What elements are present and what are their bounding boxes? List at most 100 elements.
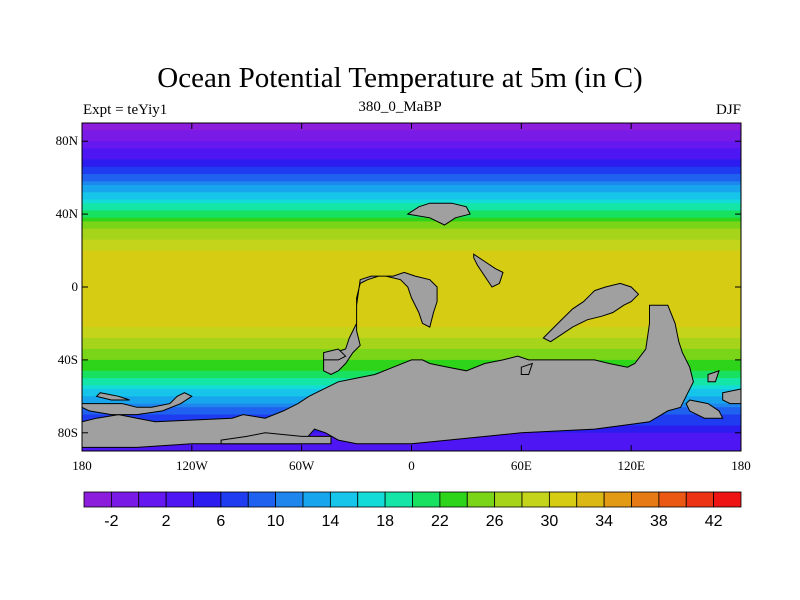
colorbar-box — [302, 491, 331, 508]
colorbar-box — [521, 491, 550, 508]
temperature-band — [82, 133, 741, 139]
temperature-band — [82, 250, 741, 255]
temperature-band — [82, 305, 741, 310]
temperature-band — [82, 312, 741, 317]
colorbar-box — [412, 491, 441, 508]
temperature-band — [82, 265, 741, 270]
temperature-band — [82, 177, 741, 182]
colorbar-box — [110, 491, 140, 508]
x-tick-label: 120E — [617, 458, 645, 473]
temperature-band — [82, 268, 741, 274]
land-polygon — [220, 432, 332, 445]
colorbar-label: 18 — [376, 513, 394, 530]
colorbar-box — [247, 491, 277, 508]
y-tick-label: 80N — [56, 133, 79, 148]
temperature-band — [82, 356, 741, 361]
chart-title: Ocean Potential Temperature at 5m (in C) — [157, 62, 643, 94]
x-tick-label: 120W — [176, 458, 209, 473]
temperature-band — [82, 195, 741, 201]
colorbar-label: 22 — [431, 513, 449, 530]
colorbar-box — [220, 491, 249, 508]
colorbar-box — [193, 491, 222, 508]
temperature-band — [82, 163, 741, 168]
colorbar-box — [466, 491, 496, 508]
y-tick-label: 40N — [56, 206, 79, 221]
colorbar-label: 6 — [216, 513, 225, 530]
colorbar: -2 2 6 10 14 18 22 26 30 34 38 42 — [83, 491, 742, 530]
temperature-band — [82, 199, 741, 204]
temperature-band — [82, 327, 741, 332]
temperature-band — [82, 257, 741, 263]
temperature-band — [82, 228, 741, 233]
colorbar-box — [83, 491, 112, 508]
colorbar-box — [631, 491, 660, 508]
colorbar-box — [138, 491, 167, 508]
colorbar-label: 10 — [267, 513, 285, 530]
temperature-band — [82, 184, 741, 190]
temperature-band — [82, 166, 741, 171]
x-axis: 180 120W 60W 0 60E 120E 180 — [72, 123, 751, 473]
colorbar-box — [576, 491, 605, 508]
colorbar-label: 14 — [321, 513, 339, 530]
colorbar-box — [439, 491, 468, 508]
land-polygon — [542, 282, 640, 343]
temperature-band — [82, 232, 741, 237]
temperature-band — [82, 348, 741, 354]
temperature-band — [82, 141, 741, 146]
x-tick-label: 0 — [408, 458, 415, 473]
colorbar-box — [494, 491, 523, 508]
land-polygon — [82, 392, 193, 416]
land-polygon — [722, 388, 741, 405]
temperature-band — [82, 297, 741, 303]
land-polygon — [95, 392, 130, 401]
temperature-band — [82, 323, 741, 328]
colorbar-box — [329, 491, 359, 508]
temperature-band — [82, 152, 741, 157]
temperature-band — [82, 203, 741, 208]
colorbar-label: -2 — [104, 513, 118, 530]
temperature-band — [82, 261, 741, 266]
land-polygon — [520, 362, 534, 375]
colorbar-box — [384, 491, 413, 508]
y-tick-label: 0 — [72, 279, 79, 294]
temperature-band — [82, 137, 741, 142]
colorbar-box — [548, 491, 578, 508]
colorbar-box — [275, 491, 304, 508]
land-mask — [82, 202, 741, 448]
temperature-band — [82, 254, 741, 259]
x-tick-label: 60E — [511, 458, 532, 473]
y-tick-label: 40S — [58, 352, 78, 367]
colorbar-label: 2 — [162, 513, 171, 530]
temperature-band — [82, 192, 741, 197]
temperature-band — [82, 243, 741, 248]
temperature-band — [82, 155, 741, 161]
colorbar-label: 30 — [540, 513, 558, 530]
temperature-band — [82, 301, 741, 306]
colorbar-box — [165, 491, 194, 508]
temperature-band — [82, 308, 741, 314]
experiment-label: Expt = teYiy1 — [83, 102, 168, 118]
y-tick-label: 80S — [58, 425, 78, 440]
temperature-band — [82, 130, 741, 135]
season-label: DJF — [715, 102, 741, 118]
y-axis: 80N 40N 0 40S 80S — [56, 133, 741, 440]
temperature-band — [82, 316, 741, 321]
temperature-band — [82, 246, 741, 252]
temperature-band — [82, 235, 741, 241]
temperature-band — [82, 225, 741, 230]
temperature-band — [82, 144, 741, 150]
temperature-band — [82, 345, 741, 350]
colorbar-box — [603, 491, 632, 508]
land-polygon — [685, 399, 724, 419]
temperature-band — [82, 188, 741, 193]
x-tick-label: 180 — [72, 458, 92, 473]
colorbar-label: 26 — [486, 513, 504, 530]
time-label: 380_0_MaBP — [358, 99, 442, 115]
temperature-band — [82, 221, 741, 226]
temperature-band — [82, 330, 741, 335]
colorbar-label: 34 — [595, 513, 613, 530]
temperature-band — [82, 181, 741, 186]
land-polygon — [707, 370, 720, 383]
temperature-band — [82, 206, 741, 212]
